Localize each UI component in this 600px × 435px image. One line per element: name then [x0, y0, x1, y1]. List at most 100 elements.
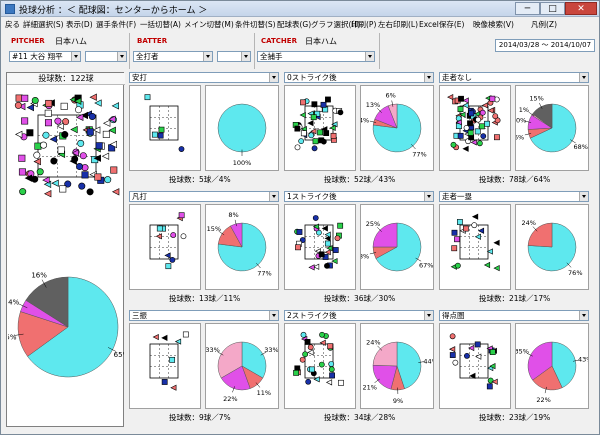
pie-label: 8% [361, 252, 369, 260]
condition-select[interactable]: 走者なし [439, 72, 589, 83]
pitch-marker [70, 125, 78, 134]
pitch-marker [295, 244, 301, 251]
pitch-marker [312, 138, 319, 145]
condition-select[interactable]: 得点圏 [439, 310, 589, 321]
pitch-location-svg [144, 94, 185, 152]
pitch-count: 投球数：23球／19% [479, 413, 551, 422]
app-icon [5, 4, 15, 14]
menu-legend[interactable]: 凡例(Z) [531, 20, 557, 29]
pitch-type-pie: 44% 9% 21% 24% [360, 323, 438, 409]
menu-graph-select[interactable]: グラフ選択(H) [311, 20, 360, 29]
pie-leader-line [107, 347, 117, 352]
menu-condition-switch[interactable]: 条件切替(S) [235, 20, 276, 29]
menu-excel-save[interactable]: Excel保存(E) [419, 20, 465, 29]
pitch-type-pie: 67% 8% 25% [359, 204, 434, 290]
pie-label: 13% [366, 101, 380, 109]
pitch-location-svg [293, 331, 344, 386]
menu-back[interactable]: 戻る [5, 20, 20, 29]
overall-pitch-location-plot [14, 93, 120, 198]
pie-leader-line [411, 144, 416, 150]
catcher-select[interactable]: 全捕手 [257, 51, 375, 62]
pie-leader-line [524, 133, 532, 136]
pitcher-select[interactable]: #11 大谷 翔平 [9, 51, 81, 62]
pie-label: 6% [385, 92, 395, 100]
pitch-location-svg [292, 96, 344, 152]
close-button[interactable]: ✕ [565, 2, 597, 15]
pitch-marker [298, 138, 305, 145]
total-pitch-count: 投球数：122球 [7, 73, 125, 85]
pitch-marker [178, 212, 185, 219]
condition-select[interactable]: 1ストライク後 [284, 191, 434, 202]
pitch-marker [337, 109, 344, 116]
pie-label: 6% [516, 133, 524, 141]
pitch-marker [180, 233, 187, 240]
pitch-count: 投球数：52球／43% [324, 175, 396, 184]
menu-pitch-table[interactable]: 配球表(G) [277, 20, 312, 29]
pitch-marker [43, 190, 52, 198]
pie-label: 9% [393, 397, 403, 405]
pitch-marker [31, 175, 39, 183]
condition-select[interactable]: 安打 [129, 72, 279, 83]
batter-select[interactable]: 全打者 [133, 51, 213, 62]
condition-label: 三振 [132, 311, 147, 320]
menu-player-filter[interactable]: 選手条件(F) [96, 20, 137, 29]
condition-select[interactable]: 0ストライク後 [284, 72, 434, 83]
pitch-marker [311, 145, 318, 152]
pitch-marker [42, 176, 50, 184]
pitch-marker [330, 132, 337, 139]
menu-print[interactable]: 印刷(P) [351, 20, 377, 29]
menu-main-switch[interactable]: メイン切替(M) [184, 20, 234, 29]
pie-leader-line [232, 386, 235, 393]
pitch-marker [468, 344, 475, 352]
pitch-marker [14, 101, 22, 109]
pitch-marker [93, 154, 101, 162]
batter-sub-select[interactable] [217, 51, 251, 62]
pitch-marker [40, 141, 48, 149]
minimize-button[interactable]: ─ [515, 2, 540, 15]
menu-detail-select[interactable]: 詳細選択(S) [23, 20, 64, 29]
condition-label: 走者一塁 [442, 192, 472, 201]
pitch-marker [300, 130, 307, 137]
pitch-marker [81, 171, 89, 179]
pitch-count: 投球数：5球／4% [169, 175, 231, 184]
pitch-marker [26, 129, 34, 137]
pitch-marker [457, 219, 463, 225]
pitch-marker [318, 361, 325, 368]
pitch-marker [334, 235, 341, 242]
pitch-location-plot [439, 85, 511, 171]
chevron-down-icon [424, 311, 433, 320]
pitch-marker [108, 126, 116, 135]
pie-label: 21% [363, 383, 377, 391]
condition-label: 得点圏 [442, 311, 465, 320]
pitch-marker [293, 369, 300, 376]
condition-select[interactable]: 凡打 [129, 191, 279, 202]
pitch-marker [471, 213, 479, 220]
pie-leader-line [377, 108, 382, 113]
pitcher-sub-select[interactable] [85, 51, 127, 62]
menu-bar: 戻る 詳細選択(S) 表示(D) 選手条件(F) 一括切替(A) メイン切替(M… [1, 18, 599, 31]
pitch-marker [324, 235, 331, 242]
pitch-marker [450, 141, 457, 148]
pitch-marker [305, 378, 312, 385]
menu-display[interactable]: 表示(D) [66, 20, 93, 29]
menu-video-search[interactable]: 映像検索(V) [473, 20, 514, 29]
maximize-button[interactable]: □ [540, 2, 565, 15]
pitch-marker [462, 102, 469, 109]
pitch-type-pie: 100% [205, 85, 279, 171]
pitch-marker [26, 103, 34, 112]
pitch-marker [473, 111, 480, 118]
pitch-marker [104, 176, 112, 184]
condition-select[interactable]: 三振 [129, 310, 279, 321]
pie-leader-line [19, 303, 28, 309]
pitch-marker [492, 113, 499, 120]
pitch-marker [329, 124, 336, 132]
pitch-marker [152, 333, 159, 341]
pitch-marker [304, 339, 311, 345]
menu-lr-print[interactable]: 左右印刷(L) [378, 20, 419, 29]
condition-select[interactable]: 走者一塁 [439, 191, 589, 202]
menu-bulk-switch[interactable]: 一括切替(A) [140, 20, 181, 29]
chevron-down-icon [71, 52, 80, 61]
condition-select[interactable]: 2ストライク後 [284, 310, 434, 321]
pitch-type-pie-svg: 43% 22% 35% [514, 341, 592, 404]
